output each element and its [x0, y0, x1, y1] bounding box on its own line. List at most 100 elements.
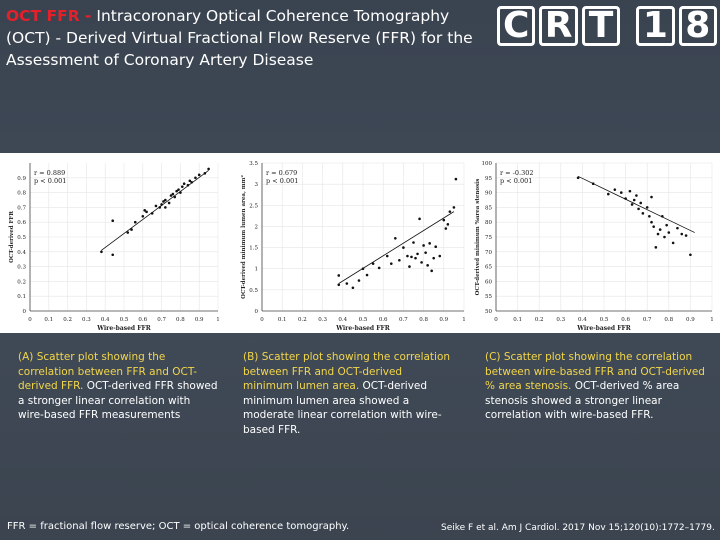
y-tick-label: 65	[485, 265, 492, 271]
data-point	[357, 279, 361, 282]
y-tick-label: 3	[255, 182, 259, 188]
data-point	[394, 236, 397, 240]
data-point	[424, 251, 427, 254]
data-point	[377, 266, 381, 270]
stat-label: r = 0.889	[34, 169, 65, 177]
data-point	[650, 195, 653, 199]
x-tick-label: 0	[494, 317, 498, 323]
x-tick-label: 0.1	[44, 317, 53, 323]
trend-line	[338, 211, 455, 284]
x-tick-label: 0.4	[101, 317, 110, 323]
y-tick-label: 2	[255, 224, 259, 230]
x-tick-label: 0	[260, 317, 264, 323]
data-point	[203, 172, 207, 175]
data-point	[430, 269, 433, 273]
x-tick-label: 0.8	[664, 317, 673, 323]
data-point	[207, 167, 210, 171]
y-tick-label: 75	[485, 235, 492, 241]
y-tick-label: 0.6	[17, 220, 26, 226]
y-tick-label: 0.2	[17, 279, 26, 285]
data-point	[452, 206, 456, 209]
scatter-chart-c: 0 0.1 0.2 0.3 0.4 0.5 0.6 0.7 0.8 0.9 1 50 55 60 65 70 7…	[475, 161, 714, 332]
y-tick-label: 85	[485, 205, 492, 211]
data-point	[661, 214, 664, 218]
data-point	[145, 210, 148, 214]
data-point	[418, 217, 421, 221]
data-point	[130, 228, 133, 231]
x-tick-label: 0.9	[439, 317, 448, 323]
data-point	[402, 246, 405, 249]
x-tick-label: 0.4	[578, 317, 587, 323]
data-point	[656, 232, 660, 236]
y-tick-label: 0.4	[17, 250, 26, 256]
data-point	[337, 283, 341, 287]
y-tick-label: 0.5	[17, 235, 26, 241]
data-point	[143, 209, 146, 212]
data-point	[680, 232, 684, 236]
caption-c: (C) Scatter plot showing the correlation…	[485, 350, 707, 423]
x-tick-label: 1	[462, 317, 466, 323]
data-point	[100, 250, 103, 254]
y-axis-label: OCT-derived FFR	[9, 211, 15, 263]
data-point	[361, 267, 365, 271]
data-point	[385, 254, 389, 258]
scatter-chart-a: 0 0.1 0.2 0.3 0.4 0.5 0.6 0.7 0.8 0.9 1 0 0.1 0.2 0.3 0…	[9, 163, 220, 332]
y-tick-label: 50	[485, 309, 492, 315]
data-point	[442, 218, 446, 222]
data-point	[406, 254, 409, 258]
data-point	[188, 179, 192, 183]
x-tick-label: 0.5	[600, 317, 609, 323]
data-point	[389, 262, 393, 265]
x-tick-label: 0.5	[359, 317, 368, 323]
x-axis-label: Wire-based FFR	[96, 325, 151, 332]
data-point	[410, 255, 413, 259]
trend-line	[101, 170, 209, 251]
x-tick-label: 0.6	[379, 317, 388, 323]
data-point	[408, 265, 411, 268]
data-point	[454, 177, 458, 181]
x-tick-label: 0.2	[298, 317, 307, 323]
data-point	[432, 256, 435, 260]
data-point	[650, 220, 653, 224]
data-point	[628, 189, 632, 193]
data-point	[154, 204, 158, 208]
x-tick-label: 0.3	[556, 317, 565, 323]
data-point	[426, 264, 429, 267]
x-tick-label: 0.6	[138, 317, 147, 323]
data-point	[658, 228, 662, 231]
stat-label: r = 0.679	[266, 169, 297, 177]
data-point	[111, 253, 115, 257]
data-point	[171, 192, 175, 196]
data-point	[635, 194, 638, 197]
data-point	[150, 212, 154, 215]
data-point	[162, 200, 165, 203]
y-tick-label: 90	[485, 191, 492, 197]
data-point	[371, 262, 375, 265]
data-point	[177, 188, 180, 191]
data-point	[665, 223, 668, 227]
data-point	[175, 189, 178, 193]
data-point	[126, 231, 130, 234]
x-tick-label: 1	[216, 317, 220, 323]
title-text: Intracoronary Optical Coherence Tomograp…	[6, 7, 473, 69]
data-point	[351, 286, 355, 290]
data-point	[420, 261, 423, 264]
y-tick-label: 95	[485, 176, 492, 182]
data-point	[624, 197, 627, 200]
x-tick-label: 0.5	[120, 317, 129, 323]
x-tick-label: 0.7	[157, 317, 166, 323]
x-tick-label: 0.8	[419, 317, 428, 323]
data-point	[619, 191, 623, 194]
caption-c-text: OCT-derived % area stenosis showed a str…	[485, 380, 680, 421]
data-point	[663, 235, 666, 239]
x-axis-label: Wire-based FFR	[576, 325, 631, 332]
x-tick-label: 0.9	[686, 317, 695, 323]
y-tick-label: 1	[255, 267, 259, 273]
logo-char: R	[539, 6, 578, 46]
data-point	[365, 273, 369, 277]
slide-title: OCT FFR - Intracoronary Optical Coherenc…	[6, 5, 486, 71]
data-point	[345, 282, 349, 285]
data-point	[179, 191, 182, 194]
y-tick-label: 100	[482, 161, 493, 167]
caption-b: (B) Scatter plot showing the correlation…	[243, 350, 455, 437]
